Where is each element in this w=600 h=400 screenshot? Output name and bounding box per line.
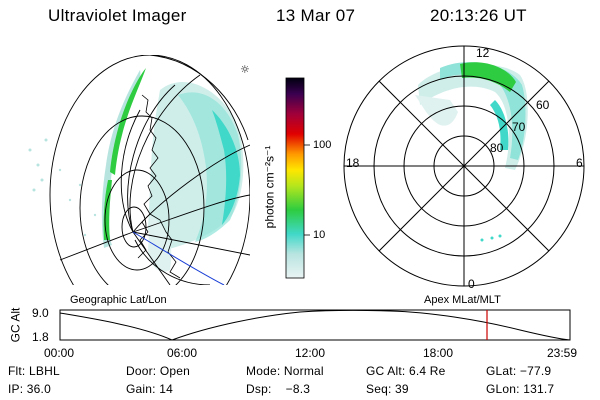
lat-label-70: 70 [512,120,526,134]
time-tick-0000: 00:00 [44,346,75,360]
observation-time: 20:13:26 UT [430,6,527,25]
polar-plot [343,45,585,287]
lat-label-60: 60 [536,98,550,112]
colorbar-tick-100: 100 [313,139,332,151]
coastline [137,94,181,279]
mlt-label-6: 6 [576,156,583,170]
apex-caption: Apex MLat/MLT [424,294,501,306]
info-door: Door: Open [126,364,191,378]
geographic-map: ☼ [28,55,250,285]
alt-tick-1-8: 1.8 [32,330,49,344]
time-tick-1200: 12:00 [295,346,326,360]
observation-date: 13 Mar 07 [276,6,356,25]
info-ip: IP: 36.0 [8,382,51,396]
altitude-panel [59,309,571,341]
auroral-oval [415,62,528,242]
altitude-trace [59,309,571,341]
info-mode: Mode: Normal [246,364,324,378]
instrument-title: Ultraviolet Imager [48,6,187,25]
time-tick-0600: 06:00 [167,346,198,360]
geo-grid [49,55,250,285]
colorbar-unit-label: photon cm⁻²s⁻¹ [262,145,277,229]
info-gc-alt: GC Alt: 6.4 Re [366,364,446,378]
colorbar [285,77,310,279]
info-glon: GLon: 131.7 [486,382,555,396]
lat-label-80: 80 [490,141,504,155]
alt-tick-9: 9.0 [32,306,49,320]
colorbar-tick-10: 10 [313,229,326,241]
info-glat: GLat: −77.9 [486,364,552,378]
info-flt: Flt: LBHL [8,364,60,378]
geo-map-caption: Geographic Lat/Lon [70,294,167,306]
info-dsp: Dsp: −8.3 [246,382,311,396]
terminator-line [132,231,225,285]
info-seq: Seq: 39 [366,382,409,396]
sun-icon: ☼ [240,63,250,76]
time-tick-2359: 23:59 [547,346,578,360]
time-tick-1800: 18:00 [423,346,454,360]
info-gain: Gain: 14 [126,382,173,396]
mlt-label-18: 18 [346,156,360,170]
gc-alt-axis-label: GC Alt [8,307,23,343]
mlt-label-0: 0 [468,277,475,291]
polar-grid [343,45,585,287]
mlt-label-12: 12 [476,46,490,60]
